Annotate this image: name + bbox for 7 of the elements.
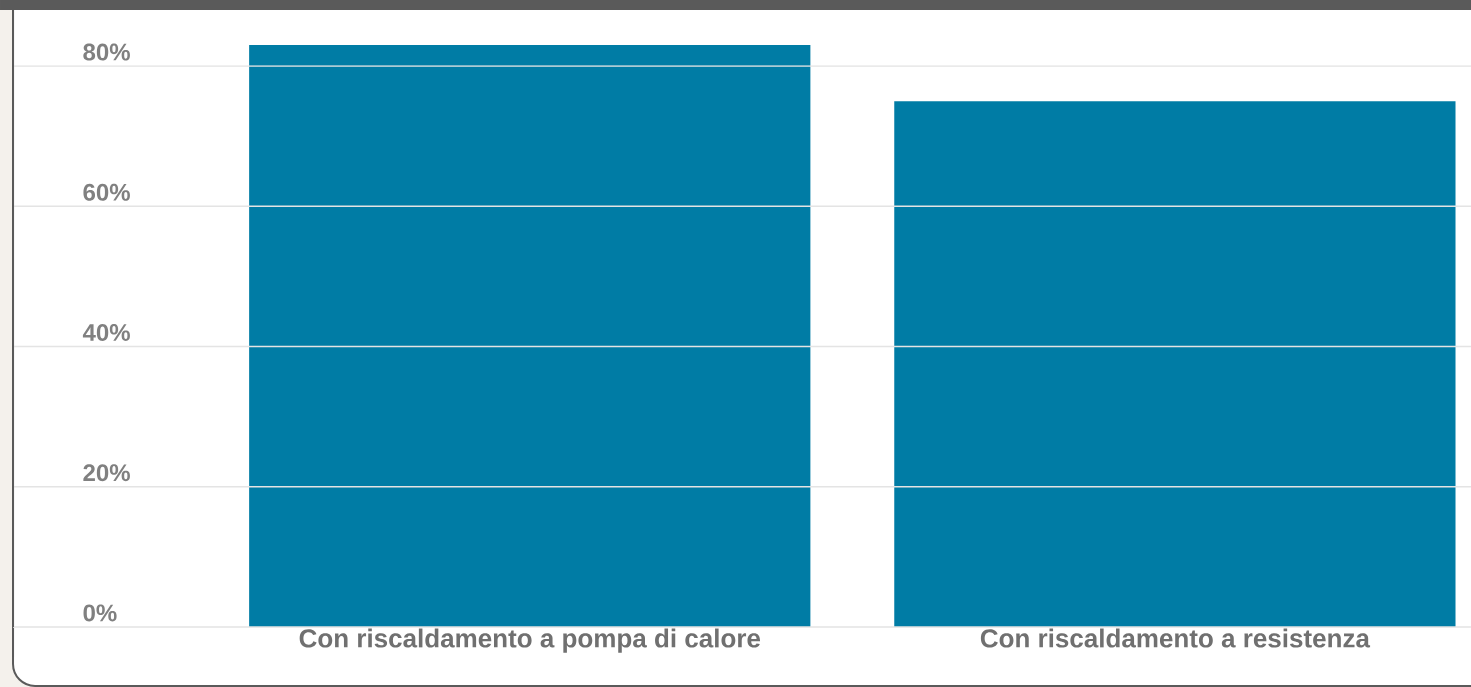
y-tick-label: 20%	[83, 464, 130, 482]
y-tick-label: 80%	[83, 43, 130, 61]
y-tick-label: 60%	[83, 183, 130, 201]
y-tick-label: 0%	[83, 604, 117, 622]
x-tick-label: Con riscaldamento a pompa di calore	[299, 628, 761, 653]
y-tick-label: 40%	[82, 324, 130, 341]
x-tick-label: Con riscaldamento a resistenza	[980, 628, 1371, 648]
